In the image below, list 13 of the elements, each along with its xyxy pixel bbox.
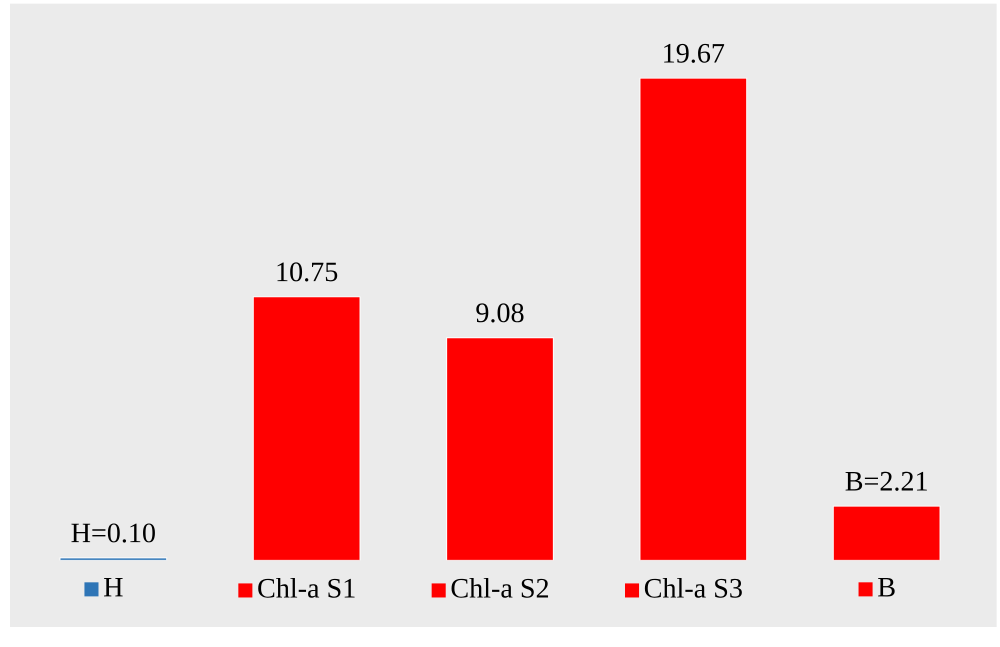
data-label: B=2.21: [846, 472, 927, 491]
bar: [252, 296, 360, 560]
data-label: 10.75: [277, 262, 338, 282]
bar: [832, 506, 940, 560]
x-tick-label: Chl-a S3: [644, 578, 742, 598]
x-tick-label: Chl-a S1: [258, 578, 355, 598]
data-label: 9.08: [476, 303, 524, 322]
x-tick-label: H: [104, 578, 123, 596]
bar: [446, 337, 554, 560]
x-tick-label: Chl-a S2: [452, 578, 548, 598]
data-label: H=0.10: [71, 523, 155, 543]
x-tick-label: B: [878, 578, 895, 596]
data-label: 19.67: [664, 44, 724, 63]
